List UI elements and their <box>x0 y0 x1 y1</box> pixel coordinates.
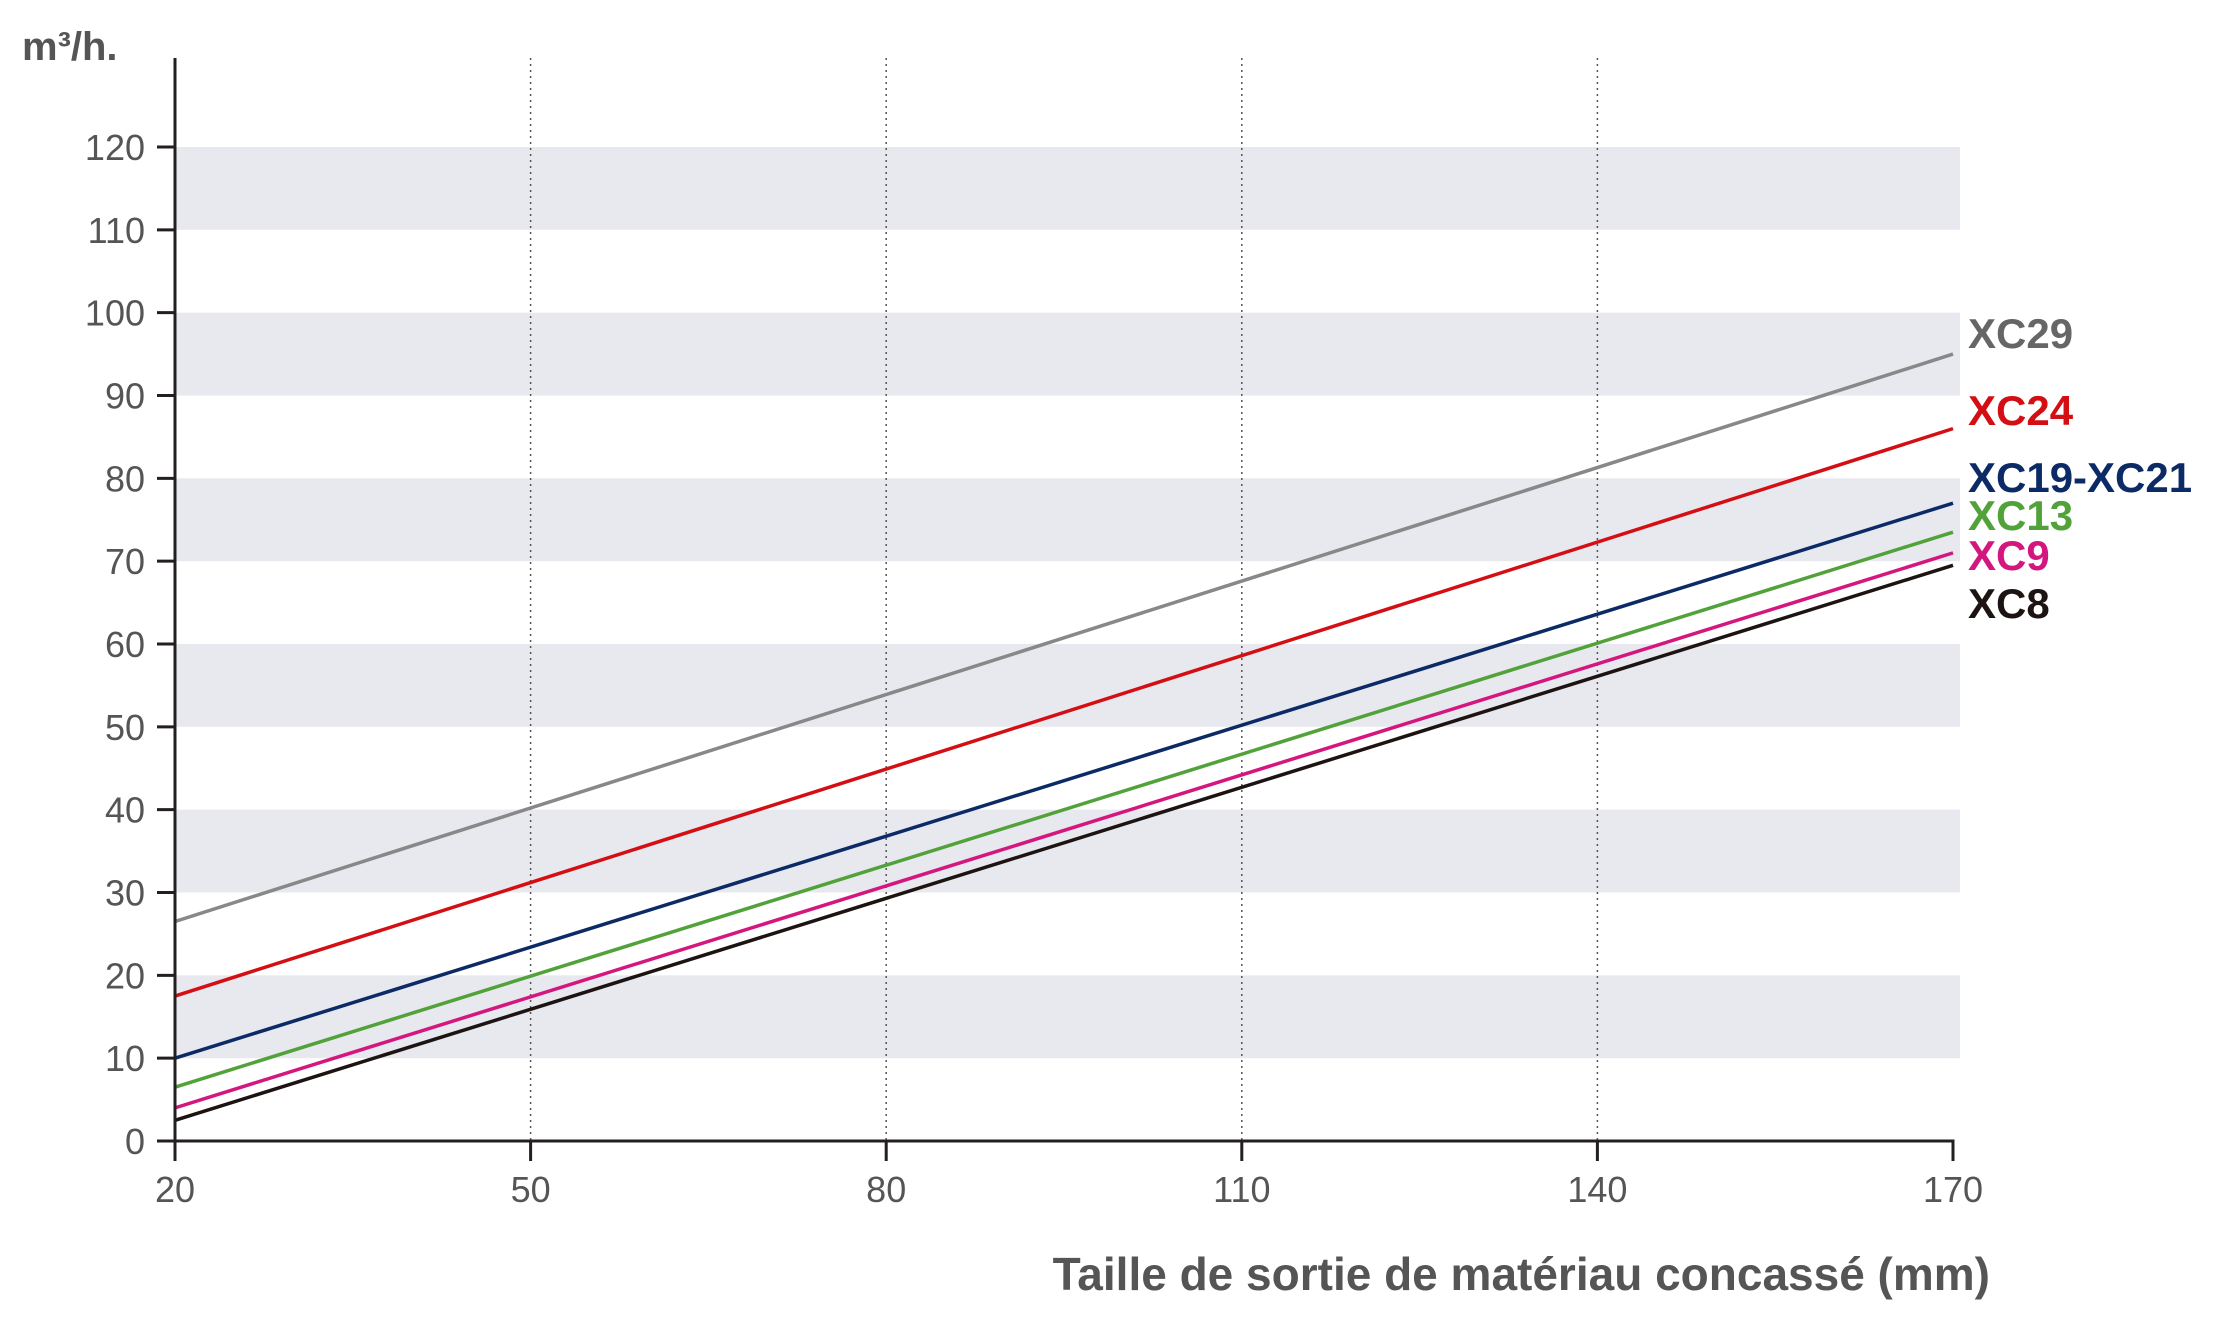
x-tick-label: 140 <box>1567 1169 1627 1210</box>
background-band <box>175 478 1960 562</box>
y-tick-label: 90 <box>105 376 145 417</box>
vertical-gridlines <box>529 58 1599 1141</box>
series-label-xc19-xc21: XC19-XC21 <box>1968 454 2192 501</box>
series-label-xc9: XC9 <box>1968 532 2050 579</box>
y-tick-label: 100 <box>85 293 145 334</box>
x-axis-title: Taille de sortie de matériau concassé (m… <box>1053 1248 1990 1300</box>
y-tick-label: 60 <box>105 624 145 665</box>
series-line-xc13 <box>174 530 1954 1089</box>
y-tick-label: 80 <box>105 458 145 499</box>
y-tick-label: 20 <box>105 955 145 996</box>
background-band <box>175 809 1960 893</box>
background-bands <box>175 147 1960 1059</box>
x-tick-label: 50 <box>511 1169 551 1210</box>
series-lines <box>174 352 1954 1122</box>
series-line-xc24 <box>174 426 1954 998</box>
series-label-xc29: XC29 <box>1968 310 2073 357</box>
x-tick-label: 170 <box>1923 1169 1983 1210</box>
series-line-xc29 <box>174 352 1954 924</box>
series-line-xc9 <box>174 551 1954 1110</box>
y-tick-label: 0 <box>125 1121 145 1162</box>
x-tick-label: 80 <box>866 1169 906 1210</box>
series-line-xc19-xc21 <box>174 501 1954 1060</box>
x-axis-ticks: 20 50 80 110 140 170 <box>155 1141 1983 1210</box>
axes <box>173 58 1955 1143</box>
background-band <box>175 312 1960 396</box>
x-tick-label: 110 <box>1213 1169 1270 1210</box>
y-tick-label: 120 <box>85 127 145 168</box>
series-line-xc8 <box>174 563 1954 1122</box>
y-tick-label: 30 <box>105 873 145 914</box>
y-tick-label: 10 <box>105 1038 145 1079</box>
series-label-xc13: XC13 <box>1968 492 2073 539</box>
x-tick-label: 20 <box>155 1169 195 1210</box>
y-axis-ticks: 0 10 20 30 40 50 60 70 80 90 100 110 120 <box>85 127 175 1162</box>
series-label-xc24: XC24 <box>1968 387 2074 434</box>
y-axis-title: m³/h. <box>22 25 118 69</box>
y-tick-label: 50 <box>105 707 145 748</box>
series-label-xc8: XC8 <box>1968 580 2050 627</box>
background-band <box>175 147 1960 230</box>
y-tick-label: 40 <box>105 790 145 831</box>
y-tick-label: 110 <box>88 210 145 251</box>
background-band <box>175 644 1960 727</box>
y-tick-label: 70 <box>105 541 145 582</box>
background-band <box>175 975 1960 1059</box>
